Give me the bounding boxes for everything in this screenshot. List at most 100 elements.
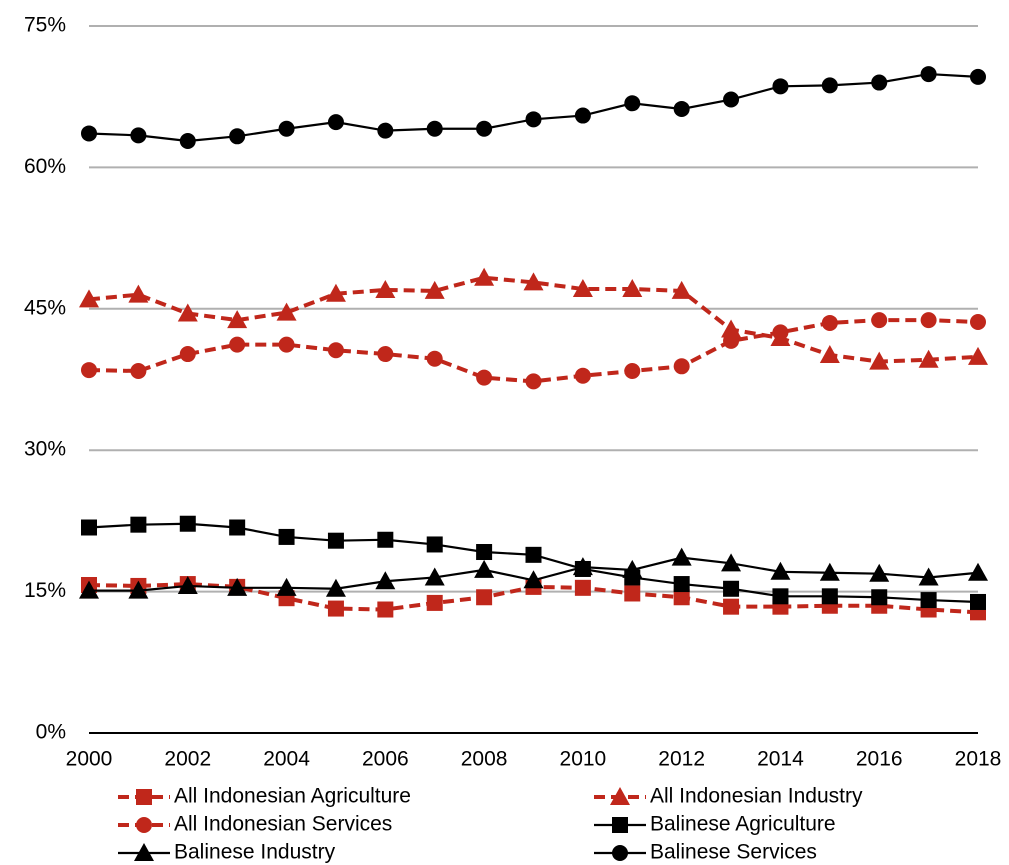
marker	[572, 279, 593, 298]
marker	[918, 349, 939, 368]
marker	[81, 362, 97, 379]
marker	[130, 363, 147, 380]
marker	[574, 367, 591, 384]
marker	[278, 120, 295, 137]
x-tick-label: 2016	[856, 748, 903, 771]
marker	[79, 580, 99, 599]
marker	[128, 580, 149, 599]
marker	[426, 594, 443, 611]
marker	[278, 336, 295, 353]
marker	[130, 127, 147, 144]
marker	[723, 580, 740, 597]
legend-label: Balinese Agriculture	[650, 813, 836, 836]
legend-label: All Indonesian Agriculture	[174, 785, 411, 808]
marker	[327, 114, 344, 131]
marker	[476, 369, 493, 386]
marker	[325, 283, 346, 302]
series-line	[88, 318, 979, 384]
marker	[377, 601, 394, 618]
x-tick-label: 2006	[362, 748, 409, 771]
x-tick-label: 2000	[66, 748, 113, 771]
marker	[673, 100, 690, 117]
marker	[474, 559, 495, 578]
marker	[968, 562, 988, 581]
marker	[869, 351, 890, 370]
marker	[130, 516, 147, 533]
marker	[871, 312, 888, 329]
marker	[721, 319, 742, 338]
marker	[970, 593, 986, 610]
marker	[177, 575, 198, 594]
marker	[673, 589, 690, 606]
x-tick-label: 2008	[461, 748, 508, 771]
y-tick-label: 30%	[24, 438, 66, 461]
marker	[229, 128, 246, 145]
marker	[179, 133, 196, 150]
marker	[476, 589, 493, 606]
marker	[81, 125, 97, 142]
marker	[327, 532, 344, 549]
marker	[525, 373, 542, 390]
marker	[327, 600, 344, 617]
marker	[671, 547, 692, 566]
marker	[377, 531, 394, 548]
y-tick-label: 60%	[24, 155, 66, 178]
marker	[276, 302, 297, 321]
marker	[426, 120, 443, 137]
marker	[772, 588, 789, 605]
marker	[325, 578, 346, 597]
marker	[918, 567, 939, 586]
marker	[624, 363, 641, 380]
marker	[572, 557, 593, 576]
marker	[276, 577, 297, 596]
y-tick-label: 0%	[36, 721, 66, 744]
marker	[136, 789, 152, 805]
marker	[970, 313, 986, 330]
marker	[721, 553, 742, 572]
series-line	[88, 72, 979, 143]
marker	[377, 122, 394, 139]
y-tick-label: 45%	[24, 296, 66, 319]
legend-label: All Indonesian Industry	[650, 785, 863, 808]
marker	[523, 272, 544, 291]
marker	[968, 346, 988, 365]
marker	[574, 107, 591, 124]
marker	[426, 350, 443, 367]
marker	[227, 577, 248, 596]
marker	[476, 544, 493, 561]
x-tick-label: 2010	[560, 748, 607, 771]
marker	[525, 111, 542, 128]
marker	[229, 519, 246, 536]
marker	[819, 344, 840, 363]
marker	[377, 346, 394, 363]
x-tick-label: 2002	[164, 748, 211, 771]
marker	[574, 579, 591, 596]
marker	[375, 571, 396, 590]
marker	[525, 546, 542, 563]
marker	[869, 563, 890, 582]
legend-label: Balinese Services	[650, 841, 817, 864]
marker	[136, 817, 152, 833]
x-tick-label: 2018	[955, 748, 1002, 771]
marker	[772, 78, 789, 95]
marker	[476, 120, 493, 137]
legend-label: All Indonesian Services	[174, 813, 392, 836]
marker	[723, 91, 740, 108]
marker	[770, 561, 791, 580]
marker	[327, 342, 344, 359]
marker	[179, 515, 196, 532]
x-tick-label: 2012	[658, 748, 705, 771]
marker	[610, 787, 630, 805]
marker	[821, 588, 838, 605]
marker	[229, 336, 246, 353]
x-tick-label: 2014	[757, 748, 804, 771]
marker	[723, 332, 740, 349]
legend-label: Balinese Industry	[174, 841, 336, 864]
marker	[622, 559, 643, 578]
marker	[612, 817, 628, 833]
marker	[612, 845, 628, 861]
marker	[227, 310, 248, 329]
marker	[622, 279, 643, 298]
marker	[920, 312, 937, 329]
